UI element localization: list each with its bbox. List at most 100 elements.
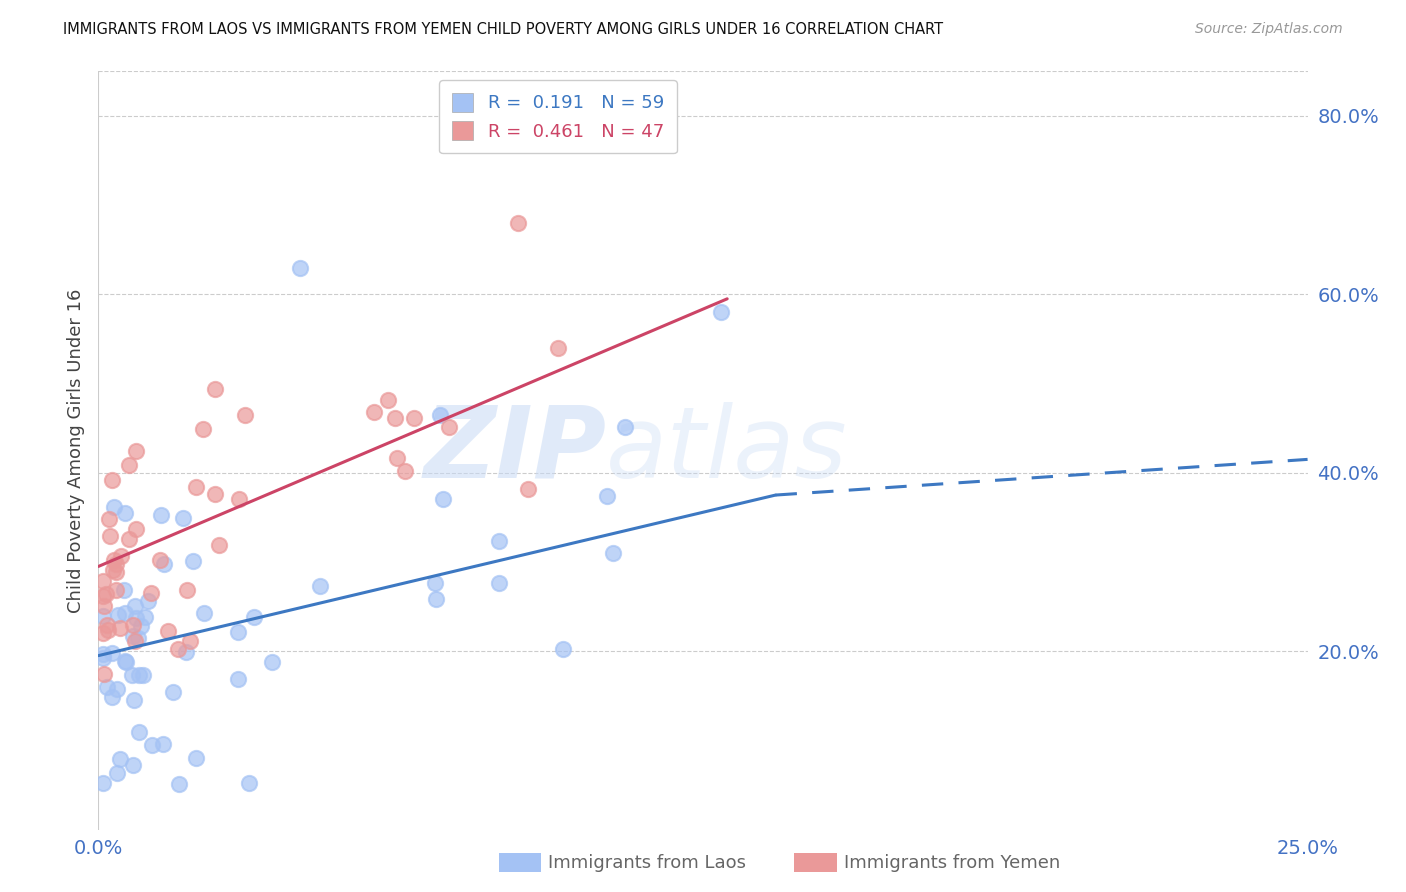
Point <box>153 557 176 571</box>
Text: Source: ZipAtlas.com: Source: ZipAtlas.com <box>1195 22 1343 37</box>
Point <box>488 576 510 591</box>
Point <box>91 589 114 603</box>
Point <box>128 668 150 682</box>
Text: ZIP: ZIP <box>423 402 606 499</box>
Point <box>517 482 540 496</box>
Point <box>141 586 163 600</box>
Point <box>105 766 128 780</box>
Point <box>105 582 128 597</box>
Point <box>432 492 454 507</box>
Point <box>602 546 624 560</box>
Point <box>184 480 207 494</box>
Point <box>288 260 311 275</box>
Point <box>167 777 190 791</box>
Point <box>107 608 129 623</box>
Point <box>94 587 117 601</box>
Point <box>122 617 145 632</box>
Text: atlas: atlas <box>606 402 848 499</box>
Point <box>208 537 231 551</box>
Point <box>363 405 385 419</box>
Point <box>149 553 172 567</box>
Point <box>128 725 150 739</box>
Point <box>506 216 529 230</box>
Point <box>125 443 148 458</box>
Point <box>156 624 179 638</box>
Point <box>172 510 194 524</box>
Point <box>93 667 115 681</box>
Point <box>125 610 148 624</box>
Point <box>425 592 447 607</box>
Point <box>103 563 125 577</box>
Point <box>233 408 256 422</box>
Point <box>174 645 197 659</box>
Point <box>385 451 408 466</box>
Point <box>228 491 250 506</box>
Point <box>122 629 145 643</box>
Point <box>710 305 733 319</box>
Point <box>97 624 120 638</box>
Point <box>100 646 122 660</box>
Point <box>98 512 121 526</box>
Point <box>423 576 446 591</box>
Point <box>91 609 114 624</box>
Text: Immigrants from Laos: Immigrants from Laos <box>548 854 747 871</box>
Point <box>191 421 214 435</box>
Point <box>91 776 114 790</box>
Point <box>149 508 172 522</box>
Point <box>596 489 619 503</box>
Point <box>121 668 143 682</box>
Point <box>238 776 260 790</box>
Point <box>404 410 426 425</box>
Point <box>91 574 114 589</box>
Point <box>105 681 128 696</box>
Point <box>488 534 510 549</box>
Point <box>115 655 138 669</box>
Point <box>114 607 136 621</box>
Point <box>181 554 204 568</box>
Point <box>125 522 148 536</box>
Point <box>152 737 174 751</box>
Point <box>179 633 201 648</box>
Point <box>242 609 264 624</box>
Point <box>93 599 115 613</box>
Point <box>104 565 127 579</box>
Point <box>114 506 136 520</box>
Point <box>122 758 145 772</box>
Point <box>118 458 141 472</box>
Point <box>124 634 146 648</box>
Point <box>103 500 125 515</box>
Point <box>614 420 637 434</box>
Point <box>226 672 249 686</box>
Point <box>167 641 190 656</box>
Point <box>122 693 145 707</box>
Point <box>132 667 155 681</box>
Point <box>101 473 124 487</box>
Point <box>108 621 131 635</box>
Point <box>553 642 575 657</box>
Point <box>384 411 406 425</box>
Point <box>184 751 207 765</box>
Text: Immigrants from Yemen: Immigrants from Yemen <box>844 854 1060 871</box>
Point <box>134 610 156 624</box>
Point <box>101 690 124 704</box>
Text: IMMIGRANTS FROM LAOS VS IMMIGRANTS FROM YEMEN CHILD POVERTY AMONG GIRLS UNDER 16: IMMIGRANTS FROM LAOS VS IMMIGRANTS FROM … <box>63 22 943 37</box>
Point <box>124 599 146 614</box>
Legend: R =  0.191   N = 59, R =  0.461   N = 47: R = 0.191 N = 59, R = 0.461 N = 47 <box>439 80 676 153</box>
Point <box>136 594 159 608</box>
Point <box>377 392 399 407</box>
Point <box>131 619 153 633</box>
Point <box>110 752 132 766</box>
Point <box>204 382 226 396</box>
Point <box>112 582 135 597</box>
Point <box>91 648 114 662</box>
Point <box>114 655 136 669</box>
Point <box>127 631 149 645</box>
Point <box>162 684 184 698</box>
Point <box>91 650 114 665</box>
Point <box>98 529 121 543</box>
Point <box>110 549 132 563</box>
Point <box>176 582 198 597</box>
Point <box>103 553 125 567</box>
Point <box>262 655 284 669</box>
Y-axis label: Child Poverty Among Girls Under 16: Child Poverty Among Girls Under 16 <box>66 288 84 613</box>
